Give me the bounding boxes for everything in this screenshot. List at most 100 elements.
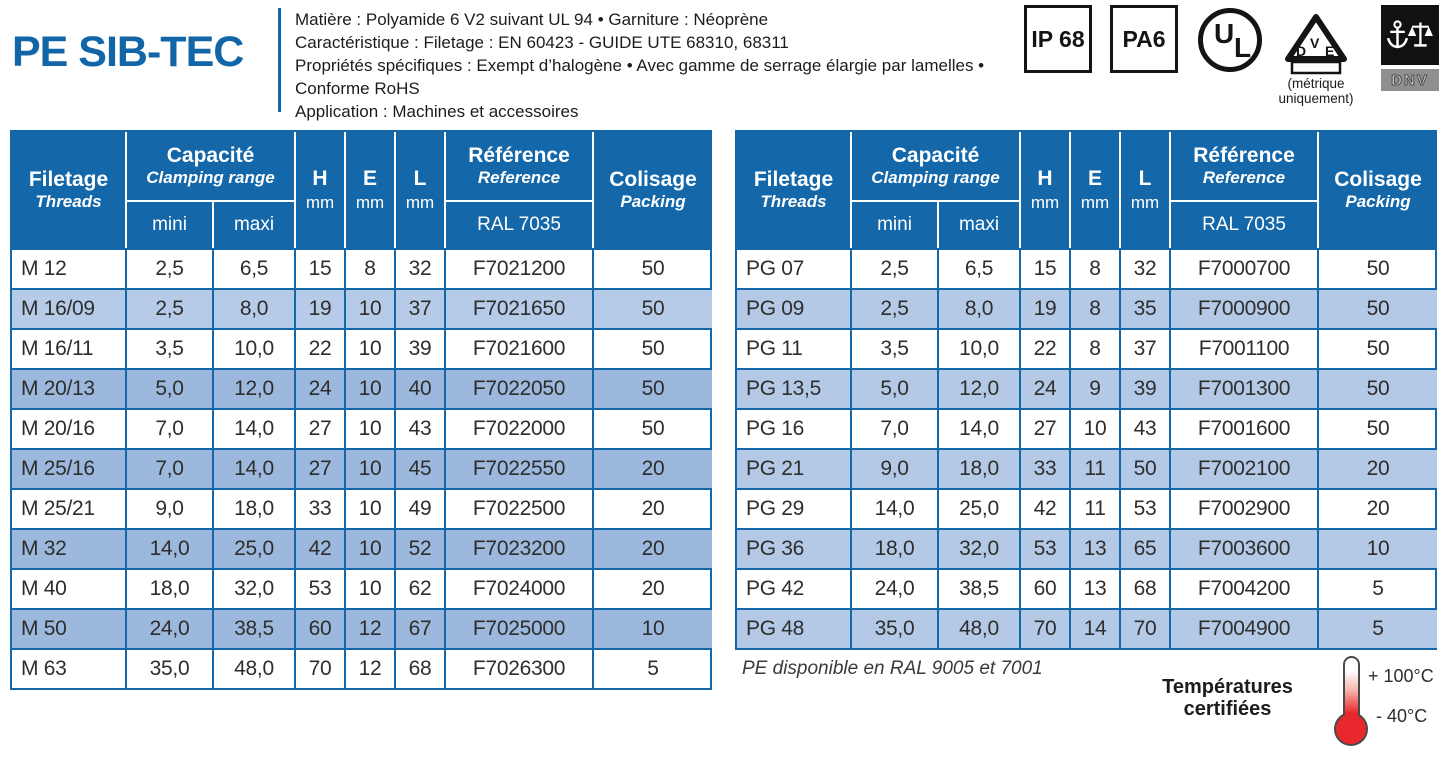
table-row: M 40 18,0 32,0 53 10 62 F7024000 20 xyxy=(12,568,712,608)
table-cell: 18,0 xyxy=(939,448,1021,488)
table-row: PG 42 24,0 38,5 60 13 68 F7004200 5 xyxy=(737,568,1437,608)
table-cell: 6,5 xyxy=(214,248,296,288)
table-cell: 32,0 xyxy=(939,528,1021,568)
table-cell: 70 xyxy=(1021,608,1071,648)
table-cell: 12,0 xyxy=(214,368,296,408)
table-cell: 12 xyxy=(346,648,396,688)
table-cell: 15 xyxy=(296,248,346,288)
table-cell: PG 48 xyxy=(737,608,852,648)
table-cell: 70 xyxy=(296,648,346,688)
table-cell: M 32 xyxy=(12,528,127,568)
table-cell: 2,5 xyxy=(852,248,939,288)
temp-title-line2: certifiées xyxy=(1183,698,1272,720)
table-cell: 3,5 xyxy=(852,328,939,368)
table-row: PG 13,5 5,0 12,0 24 9 39 F7001300 50 xyxy=(737,368,1437,408)
table-cell: 62 xyxy=(396,568,446,608)
table-cell: 20 xyxy=(594,448,712,488)
col-header-capacite: Capacité Clamping range xyxy=(127,132,296,202)
table-cell: M 20/13 xyxy=(12,368,127,408)
table-cell: F7002900 xyxy=(1171,488,1319,528)
table-cell: 60 xyxy=(1021,568,1071,608)
table-cell: PG 09 xyxy=(737,288,852,328)
table-cell: 10,0 xyxy=(939,328,1021,368)
table-cell: 9,0 xyxy=(127,488,214,528)
table-cell: 10 xyxy=(346,448,396,488)
table-cell: 18,0 xyxy=(127,568,214,608)
table-cell: PG 21 xyxy=(737,448,852,488)
table-cell: 27 xyxy=(296,408,346,448)
table-cell: 50 xyxy=(1319,328,1437,368)
table-cell: F7000900 xyxy=(1171,288,1319,328)
certified-temperatures-title: Températures certifiées xyxy=(1155,676,1300,720)
table-cell: 50 xyxy=(594,248,712,288)
table-cell: M 50 xyxy=(12,608,127,648)
col-header-reference: Référence Reference xyxy=(1171,132,1319,202)
table-cell: PG 29 xyxy=(737,488,852,528)
ip68-label: IP 68 xyxy=(1031,25,1085,52)
table-cell: 39 xyxy=(1121,368,1171,408)
table-cell: M 25/21 xyxy=(12,488,127,528)
table-cell: 10,0 xyxy=(214,328,296,368)
table-cell: 50 xyxy=(1121,448,1171,488)
col-header-colisage: Colisage Packing xyxy=(1319,132,1437,248)
table-cell: 45 xyxy=(396,448,446,488)
table-cell: F7022050 xyxy=(446,368,594,408)
table-cell: 32,0 xyxy=(214,568,296,608)
table-cell: F7021600 xyxy=(446,328,594,368)
table-cell: 20 xyxy=(594,568,712,608)
table-cell: F7021200 xyxy=(446,248,594,288)
table-cell: 49 xyxy=(396,488,446,528)
table-row: PG 09 2,5 8,0 19 8 35 F7000900 50 xyxy=(737,288,1437,328)
thermometer-icon xyxy=(1343,656,1360,716)
col-header-capacite: Capacité Clamping range xyxy=(852,132,1021,202)
table-cell: 60 xyxy=(296,608,346,648)
table-cell: F7024000 xyxy=(446,568,594,608)
col-header-filetage: Filetage Threads xyxy=(737,132,852,248)
table-row: PG 48 35,0 48,0 70 14 70 F7004900 5 xyxy=(737,608,1437,648)
table-cell: 24 xyxy=(1021,368,1071,408)
table-cell: 10 xyxy=(346,288,396,328)
table-cell: 50 xyxy=(1319,408,1437,448)
table-cell: 6,5 xyxy=(939,248,1021,288)
table-cell: 18,0 xyxy=(852,528,939,568)
vde-letter-d: D xyxy=(1296,43,1306,59)
col-header-maxi: maxi xyxy=(939,202,1021,248)
table-cell: 42 xyxy=(1021,488,1071,528)
table-row: M 25/21 9,0 18,0 33 10 49 F7022500 20 xyxy=(12,488,712,528)
table-cell: M 63 xyxy=(12,648,127,688)
table-cell: F7001100 xyxy=(1171,328,1319,368)
table-row: M 63 35,0 48,0 70 12 68 F7026300 5 xyxy=(12,648,712,688)
table-row: PG 16 7,0 14,0 27 10 43 F7001600 50 xyxy=(737,408,1437,448)
table-cell: 11 xyxy=(1071,448,1121,488)
pg-table: Filetage Threads Capacité Clamping range… xyxy=(735,130,1437,650)
table-cell: PG 36 xyxy=(737,528,852,568)
table-cell: F7022000 xyxy=(446,408,594,448)
table-cell: 7,0 xyxy=(852,408,939,448)
table-cell: F7000700 xyxy=(1171,248,1319,288)
table-cell: 13 xyxy=(1071,528,1121,568)
table-cell: M 20/16 xyxy=(12,408,127,448)
table-cell: 33 xyxy=(296,488,346,528)
dnv-label: DNV xyxy=(1381,69,1439,91)
table-row: M 12 2,5 6,5 15 8 32 F7021200 50 xyxy=(12,248,712,288)
col-header-mini: mini xyxy=(852,202,939,248)
table-cell: M 40 xyxy=(12,568,127,608)
table-row: M 50 24,0 38,5 60 12 67 F7025000 10 xyxy=(12,608,712,648)
table-cell: 8 xyxy=(346,248,396,288)
table-cell: 37 xyxy=(396,288,446,328)
table-cell: F7021650 xyxy=(446,288,594,328)
table-cell: PG 11 xyxy=(737,328,852,368)
info-line-application: Application : Machines et accessoires xyxy=(295,102,579,121)
table-cell: 24,0 xyxy=(852,568,939,608)
info-line-caracteristique: Caractéristique : Filetage : EN 60423 - … xyxy=(295,33,789,52)
table-cell: 68 xyxy=(396,648,446,688)
col-header-l: L mm xyxy=(396,132,446,248)
table-cell: 8,0 xyxy=(214,288,296,328)
table-cell: 39 xyxy=(396,328,446,368)
table-cell: F7001600 xyxy=(1171,408,1319,448)
table-cell: F7023200 xyxy=(446,528,594,568)
col-header-colisage: Colisage Packing xyxy=(594,132,712,248)
table-cell: 24,0 xyxy=(127,608,214,648)
table-cell: 25,0 xyxy=(939,488,1021,528)
table-row: PG 29 14,0 25,0 42 11 53 F7002900 20 xyxy=(737,488,1437,528)
